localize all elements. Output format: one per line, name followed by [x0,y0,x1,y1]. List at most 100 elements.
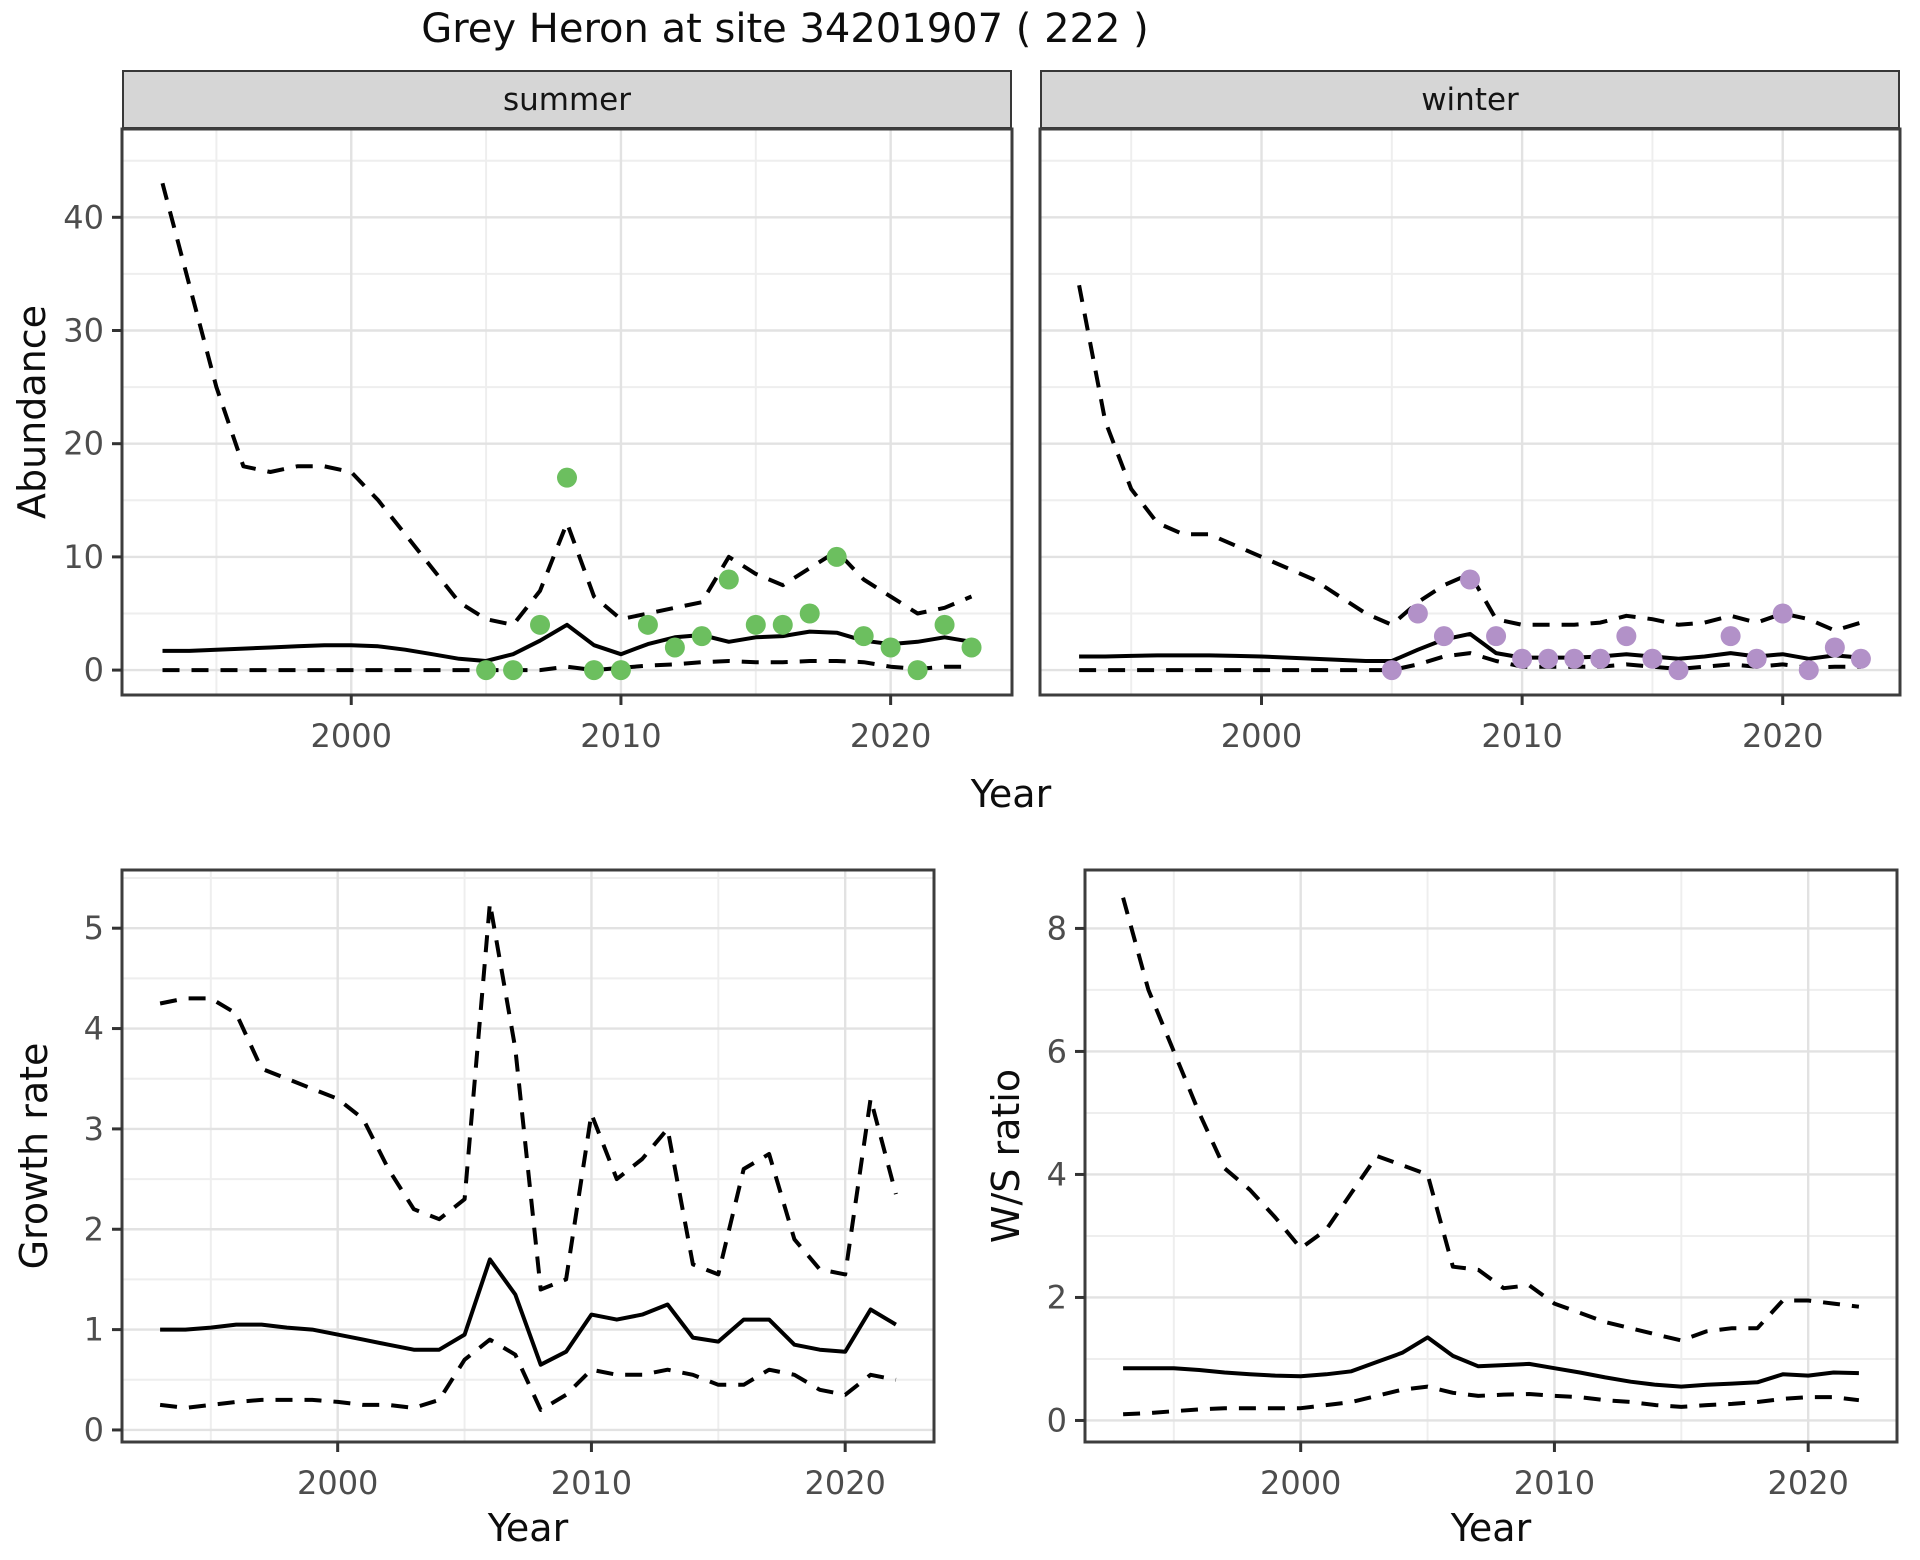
summer-major-gridlines [122,129,1012,695]
summer-observed-point [691,626,712,647]
summer-observed-point [853,626,874,647]
ws-x-tick-label: 2020 [1767,1464,1848,1502]
growth-y-tick-label: 4 [84,1010,104,1048]
summer-observed-point [557,467,577,488]
winter-observed-point [1668,660,1689,681]
summer-series [160,182,973,673]
growth-y-tick-label: 0 [84,1411,104,1449]
summer-observed-point [637,614,658,635]
winter-observed-point [1746,648,1767,669]
summer-observed-point [718,569,739,590]
winter-median-line [1079,631,1862,663]
facet-strip-summer: summer [122,70,1012,129]
summer-y-tick-label: 0 [84,651,104,689]
summer-observed-point [664,637,685,658]
winter-observed-point [1433,626,1454,647]
ws-axis: 2000 2010 2020 0 2 4 6 8 [1047,909,1849,1502]
figure-title: Grey Heron at site 34201907 ( 222 ) [421,6,1149,52]
ws-median-line [1123,1335,1859,1389]
ws-y-tick-label: 8 [1047,909,1067,947]
winter-major-gridlines [1040,129,1900,695]
winter-observed-point [1642,648,1663,669]
summer-axis: 2000 2010 2020 0 10 20 30 40 [63,198,931,755]
winter-observed-point [1772,603,1793,624]
summer-observed-point [583,660,604,681]
summer-observed-point [907,660,928,681]
x-axis-title-year-growth: Year [487,1506,569,1550]
winter-series [1077,284,1862,673]
summer-observed-point [799,603,820,624]
summer-observed-point [934,614,955,635]
growth-x-tick-label: 2020 [804,1464,885,1502]
summer-observed-point [826,546,847,567]
growth-y-tick-label: 1 [84,1311,104,1349]
summer-y-tick-label: 20 [63,425,104,463]
winter-observed-point [1616,626,1637,647]
winter-observed-point [1486,626,1507,647]
ws-upper_95CI-line [1121,897,1860,1343]
ws-y-tick-label: 4 [1047,1155,1067,1193]
summer-x-tick-label: 2010 [580,717,661,755]
winter-x-tick-label: 2020 [1742,717,1823,755]
summer-observed-point [530,614,551,635]
summer-minor-gridlines [122,129,1012,695]
ws-x-tick-label: 2000 [1260,1464,1341,1502]
ws-y-tick-label: 2 [1047,1278,1067,1316]
summer-observed-points [476,467,982,681]
summer-x-tick-label: 2000 [311,717,392,755]
growth-lower_95CI-line [159,1337,897,1412]
growth-minor-gridlines [122,870,934,1442]
winter-x-tick-label: 2000 [1221,717,1302,755]
summer-observed-point [772,614,793,635]
winter-observed-point [1564,648,1585,669]
ws-y-tick-label: 0 [1047,1401,1067,1439]
summer-observed-point [880,637,901,658]
winter-observed-point [1824,637,1845,658]
facet-strip-winter-label: winter [1421,81,1519,118]
growth-y-tick-label: 5 [84,909,104,947]
summer-x-tick-label: 2020 [850,717,931,755]
x-axis-title-year-top: Year [970,772,1052,816]
winter-observed-point [1460,569,1480,590]
growth-y-tick-label: 2 [84,1210,104,1248]
winter-lower_95CI-line [1079,651,1861,673]
winter-minor-gridlines [1040,129,1900,695]
summer-observed-point [745,614,766,635]
ws-major-gridlines [1085,870,1897,1442]
winter-x-tick-label: 2010 [1481,717,1562,755]
summer-observed-point [503,660,524,681]
summer-median-line [162,622,972,663]
winter-observed-point [1407,603,1428,624]
winter-observed-point [1850,648,1871,669]
ws-y-tick-label: 6 [1047,1032,1067,1070]
winter-observed-point [1720,626,1741,647]
winter-observed-point [1538,648,1559,669]
summer-y-tick-label: 40 [63,198,104,236]
summer-observed-point [476,660,497,681]
winter-observed-point [1512,648,1533,669]
growth-y-tick-label: 3 [84,1110,104,1148]
summer-lower_95CI-line [162,659,972,673]
summer-y-tick-label: 30 [63,311,104,349]
winter-observed-point [1590,648,1611,669]
facet-strip-summer-label: summer [502,81,631,118]
ws-lower_95CI-line [1123,1384,1860,1417]
growth-x-tick-label: 2000 [297,1464,378,1502]
growth-median-line [160,1257,897,1367]
ws-series [1121,897,1860,1417]
winter-observed-points [1381,569,1871,681]
x-axis-title-year-ws: Year [1450,1506,1532,1550]
facet-strip-winter: winter [1040,70,1900,129]
ws-x-tick-label: 2010 [1514,1464,1595,1502]
growth-series [159,901,898,1412]
summer-observed-point [961,637,982,658]
ws-minor-gridlines [1085,870,1897,1442]
summer-observed-point [610,660,631,681]
growth-x-tick-label: 2010 [551,1464,632,1502]
summer-y-tick-label: 10 [63,538,104,576]
